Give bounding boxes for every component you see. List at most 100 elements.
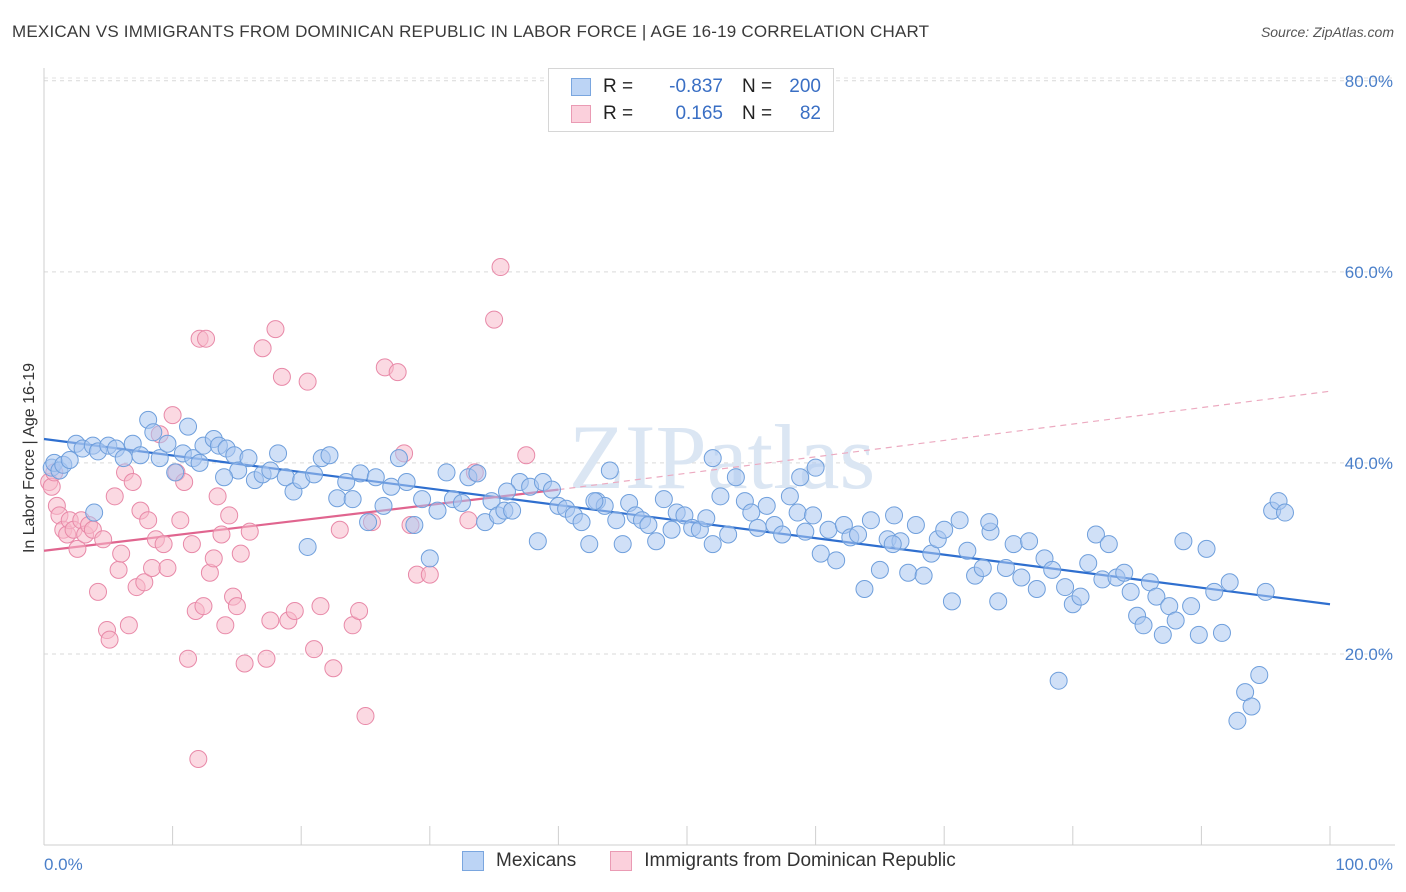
point-dominican	[154, 535, 173, 554]
point-mexicans	[861, 511, 880, 530]
point-dominican	[189, 750, 208, 769]
point-dominican	[231, 544, 250, 563]
point-dominican	[139, 511, 158, 530]
point-dominican	[272, 367, 291, 386]
point-mexicans	[158, 434, 177, 453]
point-mexicans	[1079, 554, 1098, 573]
point-mexicans	[1242, 697, 1261, 716]
point-dominican	[197, 329, 216, 348]
point-mexicans	[190, 453, 209, 472]
point-dominican	[257, 649, 276, 668]
point-mexicans	[1134, 616, 1153, 635]
legend-r-label: R =	[603, 76, 634, 97]
point-dominican	[330, 520, 349, 539]
y-axis-label: In Labor Force | Age 16-19	[21, 363, 38, 553]
point-dominican	[220, 506, 239, 525]
point-mexicans	[1043, 560, 1062, 579]
point-mexicans	[150, 449, 169, 468]
point-dominican	[491, 258, 510, 277]
point-mexicans	[1212, 623, 1231, 642]
point-dominican	[298, 372, 317, 391]
point-mexicans	[382, 477, 401, 496]
point-mexicans	[1205, 582, 1224, 601]
point-dominican	[182, 535, 201, 554]
point-dominican	[208, 487, 227, 506]
y-tick-label: 80.0%	[1345, 72, 1393, 91]
point-mexicans	[1049, 671, 1068, 690]
legend-swatch-dominican	[571, 105, 591, 123]
point-dominican	[517, 446, 536, 465]
point-mexicans	[855, 579, 874, 598]
point-mexicans	[1027, 579, 1046, 598]
legend-item-dominican[interactable]: Immigrants from Dominican Republic	[610, 850, 956, 872]
correlation-legend: R = -0.837 N = 200 R = 0.165 N = 82	[548, 68, 834, 132]
point-mexicans	[849, 525, 868, 544]
point-mexicans	[1250, 665, 1269, 684]
point-mexicans	[1166, 611, 1185, 630]
point-dominican	[105, 487, 124, 506]
point-dominican	[216, 616, 235, 635]
x-tick-label: 0.0%	[44, 855, 83, 874]
point-mexicans	[1004, 535, 1023, 554]
point-mexicans	[420, 549, 439, 568]
point-dominican	[350, 601, 369, 620]
source-credit: Source: ZipAtlas.com	[1260, 24, 1394, 40]
point-dominican	[212, 525, 231, 544]
point-mexicans	[935, 520, 954, 539]
gridlines	[44, 77, 1395, 655]
point-mexicans	[374, 496, 393, 515]
point-mexicans	[958, 541, 977, 560]
point-mexicans	[796, 522, 815, 541]
point-mexicans	[1256, 582, 1275, 601]
point-mexicans	[757, 496, 776, 515]
point-mexicans	[791, 468, 810, 487]
y-tick-labels: 20.0% 40.0% 60.0% 80.0%	[1345, 72, 1393, 664]
point-dominican	[356, 707, 375, 726]
point-mexicans	[1012, 568, 1031, 587]
point-dominican	[119, 616, 138, 635]
point-dominican	[100, 630, 119, 649]
point-dominican	[305, 640, 324, 659]
point-mexicans	[711, 487, 730, 506]
point-dominican	[135, 573, 154, 592]
point-mexicans	[885, 506, 904, 525]
point-dominican	[311, 597, 330, 616]
point-dominican	[240, 522, 259, 541]
point-mexicans	[468, 464, 487, 483]
point-dominican	[112, 544, 131, 563]
point-mexicans	[703, 449, 722, 468]
point-dominican	[261, 611, 280, 630]
point-dominican	[266, 320, 285, 339]
legend-swatch-mexicans	[571, 78, 591, 96]
x-tick-labels: 0.0% 100.0%	[44, 855, 1393, 874]
point-mexicans	[1056, 578, 1075, 597]
legend-n-value: 200	[789, 76, 821, 97]
point-mexicans	[144, 423, 163, 442]
point-mexicans	[697, 509, 716, 528]
point-mexicans	[806, 458, 825, 477]
y-tick-label: 60.0%	[1345, 263, 1393, 282]
point-mexicans	[337, 472, 356, 491]
point-mexicans	[1121, 582, 1140, 601]
point-mexicans	[397, 472, 416, 491]
point-mexicans	[1115, 563, 1134, 582]
legend-row-mexicans: R = -0.837 N = 200	[571, 75, 821, 99]
point-mexicans	[343, 490, 362, 509]
point-dominican	[194, 597, 213, 616]
point-mexicans	[804, 506, 823, 525]
legend-n-value: 82	[799, 103, 821, 124]
point-mexicans	[1086, 525, 1105, 544]
point-mexicans	[1099, 535, 1118, 554]
point-mexicans	[1189, 625, 1208, 644]
point-mexicans	[811, 544, 830, 563]
point-mexicans	[973, 558, 992, 577]
point-mexicans	[320, 446, 339, 465]
legend-item-mexicans[interactable]: Mexicans	[462, 850, 576, 872]
legend-swatch-mexicans	[462, 851, 484, 871]
legend-swatch-dominican	[610, 851, 633, 871]
point-mexicans	[305, 465, 324, 484]
point-mexicans	[179, 417, 198, 436]
point-dominican	[235, 654, 254, 673]
point-mexicans	[239, 449, 258, 468]
